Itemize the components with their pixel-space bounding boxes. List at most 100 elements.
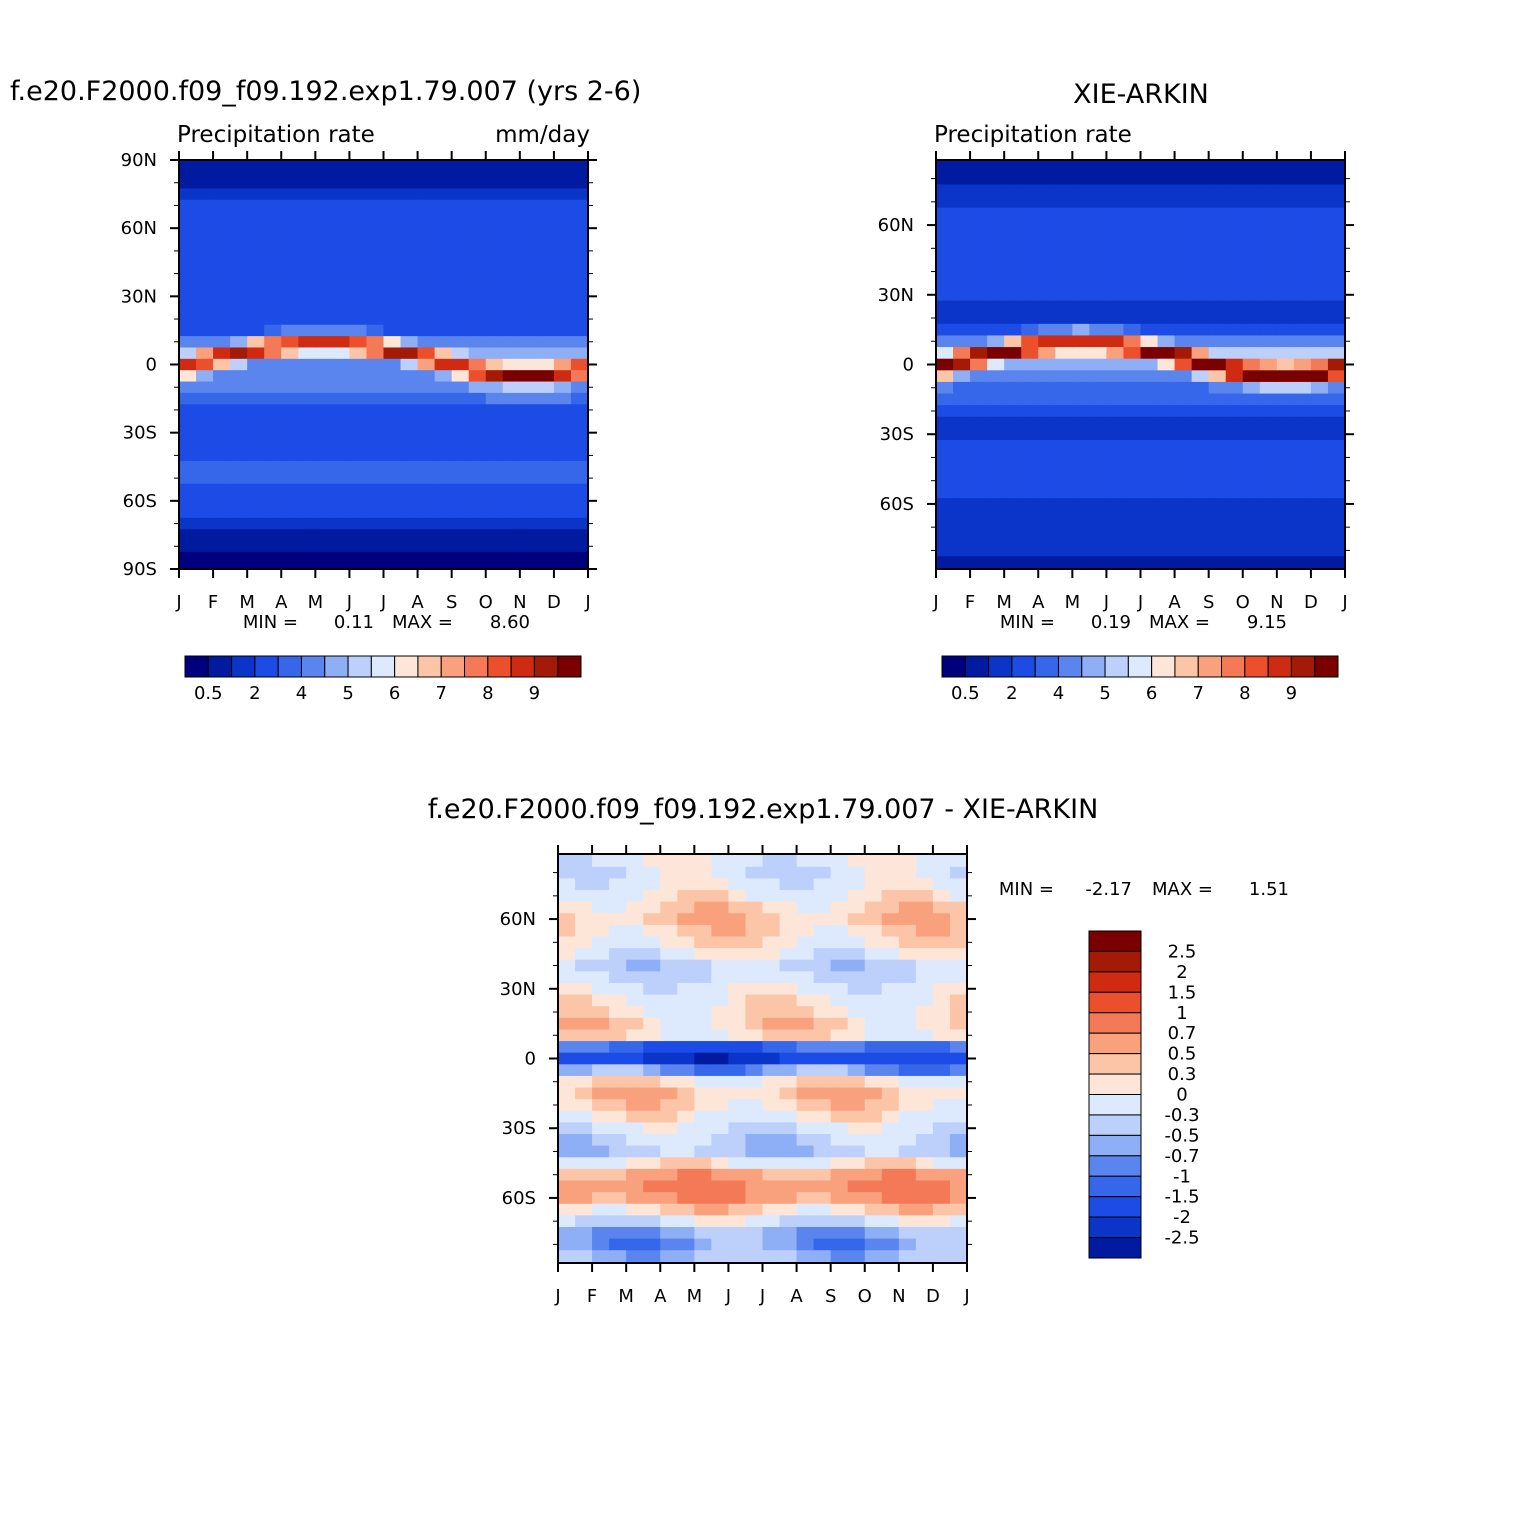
model-field-cell <box>196 233 214 246</box>
obs-field-cell <box>1021 219 1039 232</box>
diff-field-cell <box>813 1041 832 1054</box>
model-field-cell <box>179 165 197 178</box>
diff-field-cell <box>677 913 695 926</box>
model-field-cell <box>570 392 589 405</box>
model-field-cell <box>570 426 589 439</box>
model-field-cell <box>179 392 197 405</box>
obs-field-cell <box>1242 428 1261 441</box>
diff-field-cell <box>711 1017 730 1031</box>
diff-field-cell <box>660 1226 678 1240</box>
diff-field-cell <box>660 936 678 949</box>
obs-field-cell <box>1004 254 1022 267</box>
model-lat-label: 90N <box>121 150 157 171</box>
model-field-cell <box>281 313 299 326</box>
obs-field-cell <box>1225 230 1244 244</box>
model-field-cell <box>417 313 436 326</box>
model-field-cell <box>553 211 572 224</box>
model-field-cell <box>434 313 453 326</box>
model-field-cell <box>298 245 316 258</box>
diff-field-cell <box>575 924 593 938</box>
obs-field-cell <box>1089 207 1108 220</box>
diff-field-cell <box>796 1168 815 1182</box>
obs-field-cell <box>1327 335 1346 348</box>
obs-field-cell <box>1038 381 1056 395</box>
diff-field-cell <box>932 1052 951 1065</box>
diff-field-cell <box>847 913 866 926</box>
model-field-cell <box>213 211 231 224</box>
model-field-cell <box>570 381 589 394</box>
diff-field-cell <box>745 924 764 938</box>
model-month-label: J <box>380 592 386 613</box>
diff-field-cell <box>881 1134 900 1147</box>
diff-field-cell <box>779 1052 798 1065</box>
obs-field-cell <box>1089 242 1108 255</box>
diff-field-cell <box>898 1052 917 1065</box>
diff-field-cell <box>592 1180 610 1193</box>
obs-field-cell <box>1123 242 1142 255</box>
model-lat-label: 60S <box>123 491 157 512</box>
obs-field-cell <box>1004 172 1022 185</box>
obs-field-cell <box>1191 556 1210 569</box>
obs-field-cell <box>1072 486 1090 499</box>
obs-field-cell <box>1106 265 1125 278</box>
model-field-cell <box>383 404 402 417</box>
obs-field-cell <box>1106 463 1125 476</box>
obs-field-cell <box>1174 474 1193 488</box>
diff-field-cell <box>660 1168 678 1182</box>
diff-field-cell <box>745 1238 764 1251</box>
model-field-cell <box>179 324 197 337</box>
model-field-cell <box>502 290 521 303</box>
model-field-cell <box>332 199 351 212</box>
obs-field-cell <box>1055 521 1073 534</box>
diff-field-cell <box>592 913 610 926</box>
diff-field-cell <box>915 971 934 984</box>
diff-field-cell <box>949 1203 968 1216</box>
diff-field-cell <box>813 866 832 879</box>
diff-field-cell <box>575 855 593 868</box>
obs-field-cell <box>970 265 988 278</box>
diff-field-cell <box>728 1075 747 1089</box>
model-field-cell <box>400 461 419 474</box>
model-field-cell <box>281 199 299 212</box>
obs-field-cell <box>1242 323 1261 337</box>
model-field-cell <box>366 461 385 474</box>
diff-field-cell <box>575 1099 593 1112</box>
model-field-cell <box>315 222 333 235</box>
model-field-cell <box>570 177 589 189</box>
obs-lat-label: 30S <box>880 424 914 445</box>
obs-field-cell <box>1208 532 1227 546</box>
model-field-cell <box>570 358 589 371</box>
obs-field-cell <box>1089 347 1108 360</box>
diff-field-cell <box>643 1157 661 1170</box>
model-field-cell <box>468 495 487 508</box>
obs-field-cell <box>1106 242 1125 255</box>
model-colorbar-swatch <box>254 655 279 678</box>
obs-field-cell <box>1123 544 1142 557</box>
model-field-cell <box>230 540 248 553</box>
model-field-cell <box>332 222 351 235</box>
diff-field-cell <box>847 1192 866 1205</box>
model-field-cell <box>315 392 333 405</box>
model-field-cell <box>247 267 265 280</box>
obs-field-cell <box>1157 288 1176 302</box>
diff-field-cell <box>864 1075 883 1089</box>
model-field-cell <box>383 381 402 394</box>
model-field-cell <box>230 267 248 280</box>
obs-field-cell <box>1327 300 1346 313</box>
obs-field-cell <box>1310 312 1329 325</box>
diff-field-cell <box>592 1145 610 1158</box>
diff-field-cell <box>762 855 781 868</box>
model-field-cell <box>553 222 572 235</box>
diff-field-cell <box>864 1157 883 1170</box>
model-field-cell <box>281 517 299 530</box>
model-field-cell <box>451 540 470 553</box>
obs-field-cell <box>1157 196 1176 209</box>
model-field-cell <box>349 160 368 167</box>
model-field-cell <box>383 177 402 189</box>
obs-field-cell <box>970 219 988 232</box>
diff-field-cell <box>643 1087 661 1100</box>
obs-field-cell <box>1208 265 1227 278</box>
diff-field-cell <box>626 1215 644 1228</box>
model-field-cell <box>502 177 521 189</box>
obs-field-cell <box>1004 556 1022 569</box>
